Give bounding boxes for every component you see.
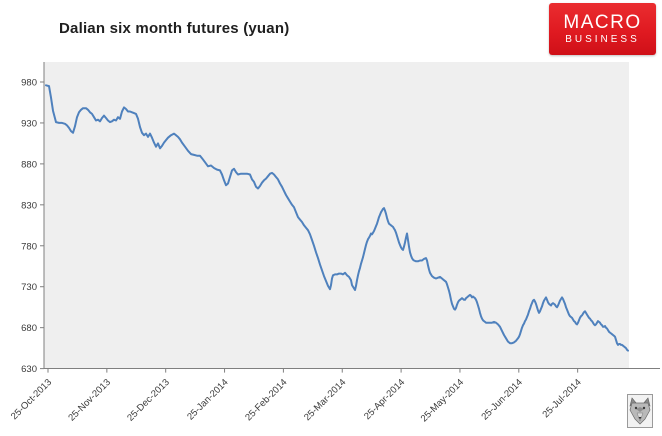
plot-background	[44, 62, 629, 369]
price-line	[45, 84, 629, 352]
x-tick-label: 25-Dec-2013	[125, 377, 172, 424]
x-tick-label: 25-May-2014	[419, 377, 466, 424]
chart-title: Dalian six month futures (yuan)	[59, 20, 290, 37]
x-tick-label: 25-Mar-2014	[302, 377, 348, 423]
y-tick-label: 980	[21, 78, 37, 89]
x-tick-label: 25-Apr-2014	[362, 377, 407, 422]
y-tick-label: 830	[21, 200, 37, 211]
x-tick-label: 25-Nov-2013	[66, 377, 113, 424]
x-tick-label: 25-Jul-2014	[541, 377, 584, 420]
macrobusiness-logo-line1: MACRO	[563, 11, 642, 33]
y-tick-label: 630	[21, 364, 37, 375]
macrobusiness-logo: MACRO BUSINESS	[549, 3, 656, 55]
x-tick-label: 25-Oct-2013	[9, 377, 54, 422]
wolf-head-icon	[627, 394, 653, 428]
y-tick-label: 880	[21, 159, 37, 170]
x-tick-label: 25-Jun-2014	[479, 377, 525, 423]
y-tick-label: 930	[21, 118, 37, 129]
y-tick-label: 730	[21, 282, 37, 293]
y-tick-label: 680	[21, 323, 37, 334]
wolf-head-glyph	[629, 397, 651, 425]
x-tick-label: 25-Jan-2014	[185, 377, 231, 423]
y-tick-label: 780	[21, 241, 37, 252]
x-tick-label: 25-Feb-2014	[243, 377, 289, 423]
macrobusiness-logo-line2: BUSINESS	[565, 33, 640, 45]
